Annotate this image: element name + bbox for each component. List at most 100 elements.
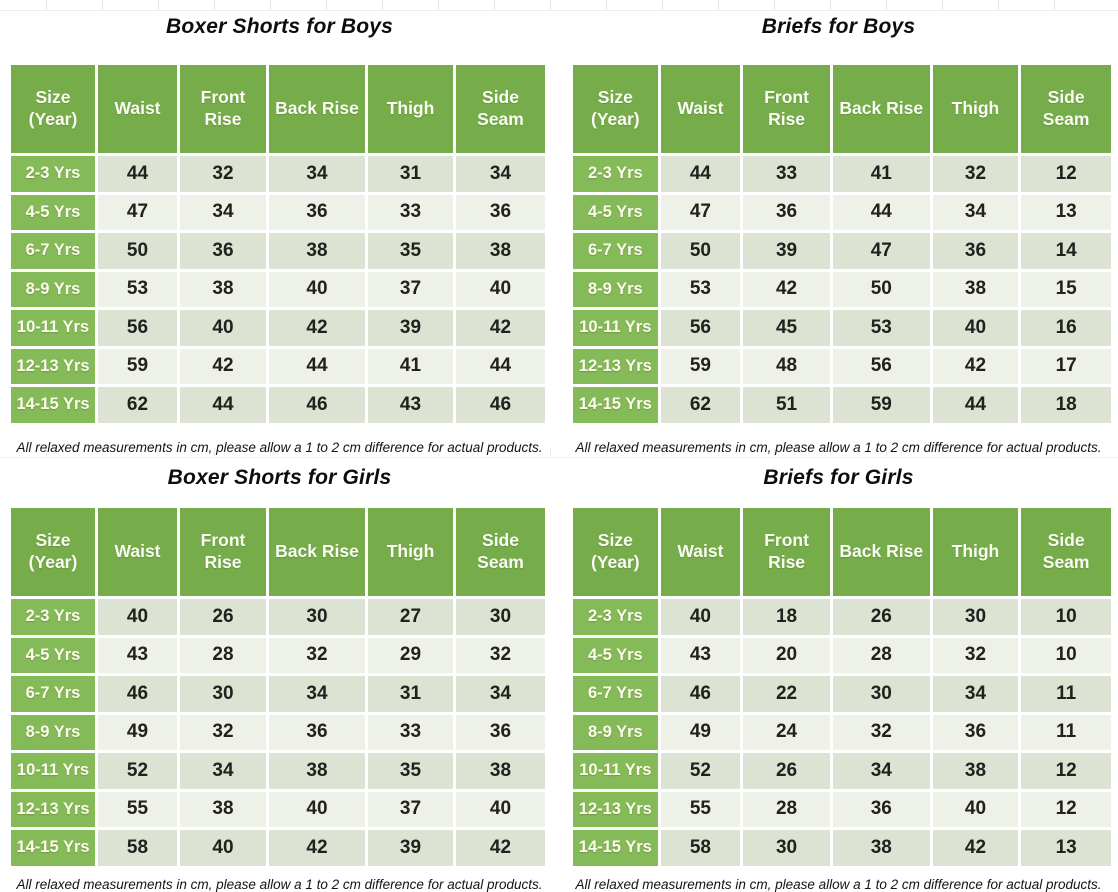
size-table-section-boxer-boys: Boxer Shorts for Boys Size (Year) Waist …	[0, 0, 559, 455]
measurement-cell: 50	[98, 233, 177, 269]
measurement-cell: 32	[932, 637, 1019, 673]
measurement-cell: 34	[269, 156, 365, 192]
measurement-cell: 55	[98, 791, 177, 827]
measurement-cell: 34	[180, 194, 266, 230]
measurement-cell: 46	[456, 387, 545, 423]
column-header-thigh: Thigh	[368, 65, 453, 153]
measurement-cell: 42	[932, 348, 1019, 384]
measurement-cell: 43	[368, 387, 453, 423]
table-row: 6-7 Yrs 46 22 30 34 11	[573, 676, 1111, 712]
measurement-cell: 42	[269, 310, 365, 346]
measurement-cell: 40	[660, 599, 741, 635]
measurement-cell: 31	[368, 156, 453, 192]
measurement-cell: 47	[660, 194, 741, 230]
row-size-label: 2-3 Yrs	[11, 156, 95, 192]
row-size-label: 4-5 Yrs	[11, 194, 95, 230]
measurement-note: All relaxed measurements in cm, please a…	[575, 439, 1102, 455]
measurement-cell: 43	[98, 637, 177, 673]
measurement-cell: 27	[368, 599, 453, 635]
row-size-label: 4-5 Yrs	[573, 637, 658, 673]
size-table-section-boxer-girls: Boxer Shorts for Girls Size (Year) Waist…	[0, 445, 559, 892]
row-size-label: 10-11 Yrs	[11, 753, 95, 789]
measurement-cell: 29	[368, 637, 453, 673]
column-header-waist: Waist	[660, 508, 741, 596]
table-row: 8-9 Yrs 53 38 40 37 40	[11, 271, 545, 307]
size-table: Size (Year) Waist Front Rise Back Rise T…	[8, 505, 548, 869]
measurement-cell: 30	[743, 830, 830, 866]
measurement-cell: 38	[269, 233, 365, 269]
table-row: 8-9 Yrs 49 24 32 36 11	[573, 714, 1111, 750]
row-size-label: 2-3 Yrs	[573, 156, 658, 192]
measurement-cell: 40	[98, 599, 177, 635]
measurement-cell: 50	[832, 271, 930, 307]
measurement-cell: 15	[1021, 271, 1111, 307]
size-table: Size (Year) Waist Front Rise Back Rise T…	[8, 62, 548, 426]
measurement-cell: 52	[98, 753, 177, 789]
size-table: Size (Year) Waist Front Rise Back Rise T…	[570, 505, 1114, 869]
measurement-cell: 40	[269, 271, 365, 307]
measurement-cell: 44	[456, 348, 545, 384]
measurement-cell: 33	[368, 714, 453, 750]
measurement-note: All relaxed measurements in cm, please a…	[16, 876, 543, 892]
measurement-cell: 34	[180, 753, 266, 789]
measurement-cell: 59	[98, 348, 177, 384]
measurement-cell: 13	[1021, 830, 1111, 866]
measurement-cell: 34	[456, 676, 545, 712]
column-header-thigh: Thigh	[932, 508, 1019, 596]
measurement-cell: 36	[932, 714, 1019, 750]
row-size-label: 12-13 Yrs	[11, 791, 95, 827]
measurement-cell: 36	[180, 233, 266, 269]
table-row: 14-15 Yrs 58 40 42 39 42	[11, 830, 545, 866]
measurement-cell: 45	[743, 310, 830, 346]
measurement-cell: 26	[832, 599, 930, 635]
measurement-cell: 42	[932, 830, 1019, 866]
column-header-thigh: Thigh	[368, 508, 453, 596]
column-header-size: Size (Year)	[573, 508, 658, 596]
table-row: 8-9 Yrs 53 42 50 38 15	[573, 271, 1111, 307]
measurement-cell: 42	[743, 271, 830, 307]
measurement-cell: 28	[832, 637, 930, 673]
column-header-side-seam: Side Seam	[1021, 508, 1111, 596]
row-size-label: 2-3 Yrs	[573, 599, 658, 635]
row-size-label: 4-5 Yrs	[573, 194, 658, 230]
measurement-cell: 40	[456, 791, 545, 827]
measurement-cell: 38	[269, 753, 365, 789]
measurement-cell: 40	[269, 791, 365, 827]
measurement-cell: 28	[180, 637, 266, 673]
measurement-cell: 11	[1021, 676, 1111, 712]
measurement-cell: 56	[98, 310, 177, 346]
measurement-cell: 59	[832, 387, 930, 423]
column-header-back-rise: Back Rise	[832, 65, 930, 153]
measurement-cell: 32	[269, 637, 365, 673]
measurement-cell: 22	[743, 676, 830, 712]
measurement-cell: 42	[456, 830, 545, 866]
measurement-cell: 51	[743, 387, 830, 423]
measurement-cell: 41	[368, 348, 453, 384]
measurement-cell: 58	[660, 830, 741, 866]
measurement-cell: 37	[368, 271, 453, 307]
measurement-cell: 39	[743, 233, 830, 269]
measurement-cell: 41	[832, 156, 930, 192]
measurement-cell: 36	[832, 791, 930, 827]
table-row: 4-5 Yrs 43 28 32 29 32	[11, 637, 545, 673]
table-row: 12-13 Yrs 59 48 56 42 17	[573, 348, 1111, 384]
table-row: 14-15 Yrs 62 44 46 43 46	[11, 387, 545, 423]
row-size-label: 14-15 Yrs	[573, 387, 658, 423]
measurement-cell: 26	[180, 599, 266, 635]
measurement-cell: 62	[660, 387, 741, 423]
table-row: 10-11 Yrs 52 34 38 35 38	[11, 753, 545, 789]
measurement-cell: 36	[743, 194, 830, 230]
row-size-label: 8-9 Yrs	[573, 271, 658, 307]
measurement-cell: 38	[456, 233, 545, 269]
column-header-waist: Waist	[98, 508, 177, 596]
measurement-cell: 36	[269, 194, 365, 230]
measurement-cell: 38	[456, 753, 545, 789]
column-header-front-rise: Front Rise	[743, 508, 830, 596]
measurement-cell: 56	[832, 348, 930, 384]
column-header-side-seam: Side Seam	[456, 508, 545, 596]
measurement-cell: 44	[269, 348, 365, 384]
measurement-note: All relaxed measurements in cm, please a…	[16, 439, 543, 455]
measurement-cell: 44	[98, 156, 177, 192]
measurement-cell: 12	[1021, 753, 1111, 789]
size-table-section-briefs-boys: Briefs for Boys Size (Year) Waist Front …	[559, 0, 1118, 455]
